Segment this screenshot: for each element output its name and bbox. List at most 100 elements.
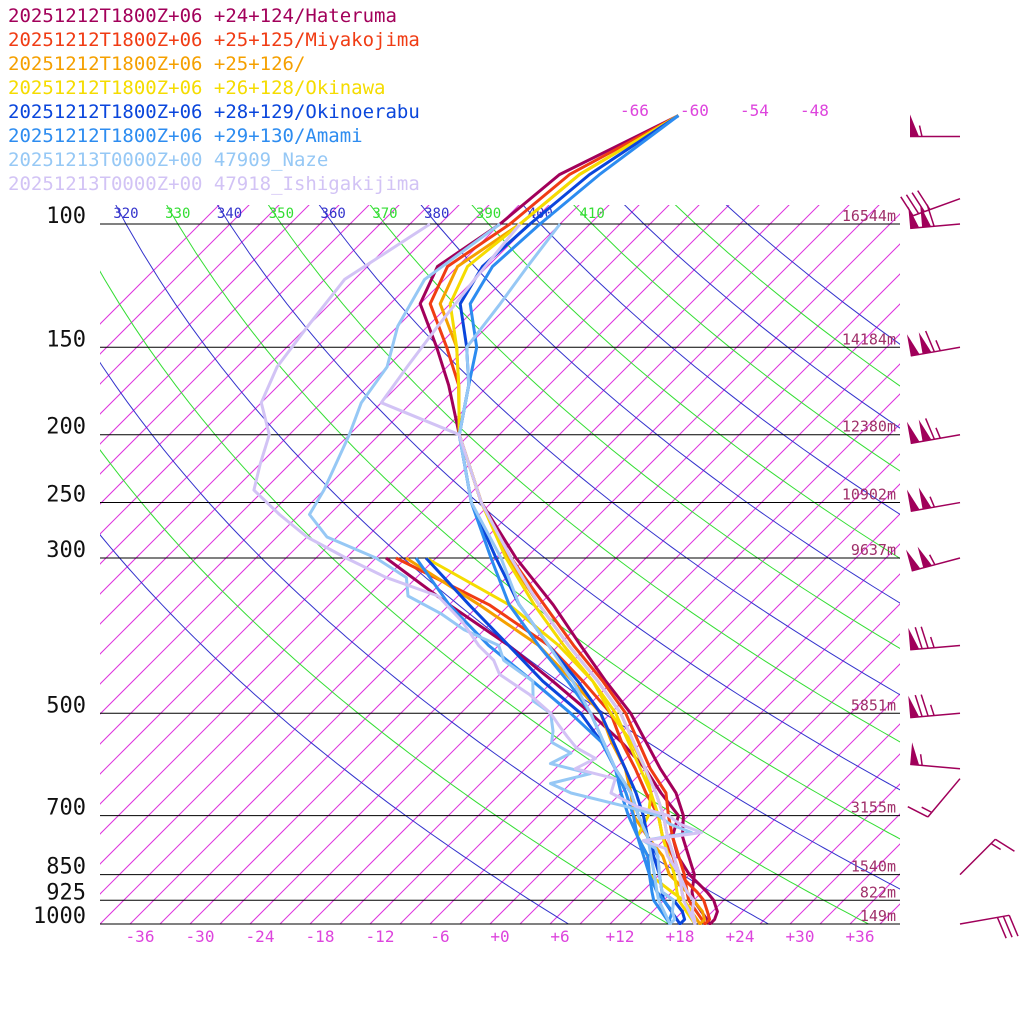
wind-barb-staff [959, 914, 1010, 925]
dry-adiabat-line [100, 449, 669, 925]
wind-barb-feather [996, 917, 1007, 939]
pressure-label: 200 [46, 415, 86, 440]
wind-barb-pennant [918, 332, 932, 354]
wind-barb [959, 914, 1019, 939]
dry-adiabat-line [522, 205, 900, 515]
wind-barb [910, 742, 961, 770]
legend-entry-okinawa: 20251212T1800Z+06 +26+128/Okinawa [8, 77, 386, 99]
wind-barb-half-feather [929, 496, 936, 508]
wind-barb-staff [927, 778, 961, 818]
wind-barb-half-feather [990, 842, 1002, 851]
wind-barb-feather [1008, 915, 1019, 937]
isotherm-top-label: -54 [740, 101, 769, 120]
x-tick-label: -30 [186, 927, 215, 946]
isotherm-line [729, 753, 900, 925]
wind-barb-pennant [906, 489, 920, 512]
theta-label: 370 [372, 206, 397, 222]
pressure-label: 250 [46, 483, 86, 508]
temperature-axis-labels: -36 -30 -24 -18 -12 -6 +0 +6 +12 +18 +24 +30 +36 [126, 927, 875, 946]
pressure-label: 150 [46, 327, 86, 352]
isotherm-top-labels: -66 -60 -54 -48 [620, 101, 829, 120]
x-tick-label: +18 [666, 927, 695, 946]
dry-adiabat-line [420, 205, 900, 604]
isotherm-line [129, 205, 850, 925]
dry-adiabat-line [267, 205, 900, 743]
isotherm-line [369, 393, 900, 925]
wind-barb [906, 330, 961, 357]
wind-barb-staff [910, 644, 961, 651]
x-tick-label: -36 [126, 927, 155, 946]
wind-barb [907, 778, 961, 818]
isotherm-line [100, 205, 340, 445]
height-label: 149m [860, 907, 896, 925]
dry-adiabat-line [217, 205, 900, 791]
pressure-label: 850 [46, 855, 86, 880]
pressure-label: 100 [46, 204, 86, 229]
wind-barb-half-feather [919, 754, 923, 766]
height-label: 5851m [851, 696, 896, 714]
wind-barbs [900, 114, 1019, 939]
wind-barb [959, 838, 1015, 876]
isotherm-line [100, 205, 280, 385]
wind-barb-feather [924, 418, 936, 440]
isotherm-line [100, 205, 430, 535]
wind-barb [906, 546, 961, 572]
wind-barb-pennant [906, 421, 920, 444]
height-label: 14184m [842, 330, 896, 348]
height-label: 10902m [842, 486, 896, 504]
wind-barb [906, 418, 961, 445]
pressure-label: 300 [46, 538, 86, 563]
isotherm-line [100, 205, 730, 835]
dry-adiabat-line [100, 270, 869, 925]
isotherm-line [100, 205, 700, 805]
wind-barb-pennant [908, 627, 920, 650]
isotherm-line [789, 813, 900, 925]
sounding-profiles [252, 114, 719, 925]
isotherm-top-label: -66 [620, 101, 649, 120]
isotherm-line [100, 205, 820, 925]
isotherm-line [100, 205, 460, 565]
isotherm-line [459, 483, 900, 925]
legend: 20251212T1800Z+06 +24+124/Hateruma 20251… [8, 4, 420, 196]
height-label: 1540m [851, 858, 896, 876]
x-tick-label: +30 [786, 927, 815, 946]
dry-adiabat-line [471, 205, 900, 559]
profile-ishigakijima [252, 222, 703, 925]
wind-barb-feather [911, 192, 925, 213]
isotherm-line [100, 205, 670, 775]
wind-barb-pennant [910, 114, 919, 137]
isotherm-line [100, 205, 610, 715]
wind-barb [908, 626, 961, 651]
wind-barb-feather [1002, 916, 1013, 938]
wind-barb-staff [910, 223, 961, 230]
x-tick-label: +12 [606, 927, 635, 946]
isotherm-top-label: -48 [800, 101, 829, 120]
pressure-label: 500 [46, 693, 86, 718]
pressure-label: 1000 [33, 904, 86, 929]
x-tick-label: +24 [726, 927, 755, 946]
height-label: 9637m [851, 541, 896, 559]
isotherm-line [100, 205, 310, 415]
wind-barb-feather [920, 694, 929, 717]
isotherm-line [100, 205, 580, 685]
wind-barb-pennant [906, 549, 921, 571]
isotherm-line [189, 213, 900, 925]
x-tick-label: +36 [846, 927, 875, 946]
wind-barb-pennant [910, 742, 920, 766]
theta-label: 380 [424, 206, 449, 222]
theta-label: 350 [269, 206, 294, 222]
legend-entry-station-25-126: 20251212T1800Z+06 +25+126/ [8, 53, 306, 75]
wind-barb-feather [905, 194, 920, 215]
x-tick-label: +6 [550, 927, 569, 946]
isotherm-line [399, 423, 900, 925]
wind-barb [910, 114, 960, 138]
legend-entry-okinoerabu: 20251212T1800Z+06 +28+129/Okinoerabu [8, 101, 420, 123]
theta-label: 360 [321, 206, 346, 222]
isotherm-line [639, 663, 900, 925]
isotherm-line [100, 205, 760, 865]
isotherm-line [279, 303, 900, 925]
theta-label: 340 [217, 206, 242, 222]
wind-barb-pennant [918, 419, 932, 442]
wind-barb-pennant [906, 334, 920, 356]
